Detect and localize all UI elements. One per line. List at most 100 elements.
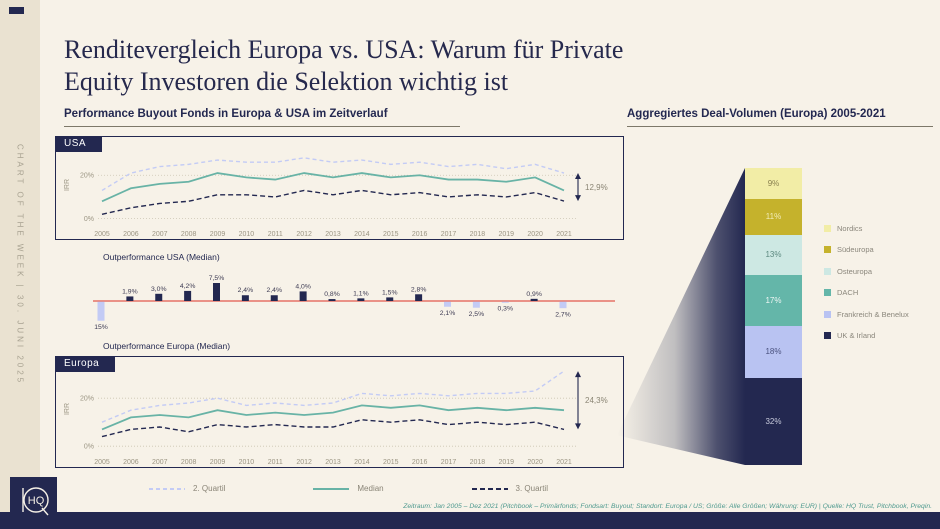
hq-logo-mark: HQ: [22, 487, 49, 516]
chart-text: 4,2%: [180, 283, 196, 290]
chart-text: 2006: [123, 459, 139, 466]
legend-label: UK & Irland: [837, 330, 876, 340]
chart-text: 2014: [354, 459, 370, 466]
deal-volume-stacked-bar: 9% 11% 13% 17% 18% 32%: [745, 168, 802, 466]
chart-text: 15%: [94, 324, 108, 331]
legend-swatch: [824, 267, 831, 275]
chart-text: 3,0%: [151, 286, 167, 293]
chart-text: 2015: [383, 231, 399, 238]
legend-label: Median: [357, 484, 384, 493]
chart-text: 2,4%: [267, 287, 283, 294]
legend-label: Osteuropa: [837, 266, 873, 276]
chart-text: 7,5%: [209, 275, 225, 282]
legend-swatch: [824, 331, 831, 339]
footer-bar: [0, 512, 940, 529]
chart-text: 2016: [412, 231, 428, 238]
legend-item-2-quartil: 2. Quartil: [148, 484, 225, 493]
chart-text: 0%: [84, 216, 94, 223]
hq-trust-logo: HQ: [10, 477, 57, 524]
legend-label: DACH: [837, 288, 859, 298]
chart-text: 4,0%: [295, 283, 311, 290]
series-3-quartil: [101, 189, 565, 215]
left-section-header: Performance Buyout Fonds in Europa & USA…: [64, 108, 460, 127]
usa-panel-tab: USA: [55, 136, 103, 152]
title-line-1: Renditevergleich Europa vs. USA: Warum f…: [64, 35, 624, 64]
chart-text: 2012: [296, 231, 312, 238]
legend-item-frankreich-benelux: Frankreich & Benelux: [824, 310, 916, 319]
legend-swatch: [824, 289, 831, 297]
chart-text: 24,3%: [585, 396, 608, 405]
chart-text: 2012: [296, 459, 312, 466]
chart-text: 2019: [498, 231, 514, 238]
outperformance-chart: Outperformance USA (Median) 15% 1,9% 3,0% 4…: [55, 249, 624, 353]
line-chart-legend: 2. Quartil Median 3. Quartil: [148, 484, 548, 493]
bar-2018: [472, 301, 480, 308]
chart-text: 1,9%: [122, 288, 138, 295]
chart-text: 2015: [383, 459, 399, 466]
chart-text: 2018: [470, 231, 486, 238]
legend-label: 3. Quartil: [515, 484, 548, 493]
chart-text: 12,9%: [585, 183, 608, 192]
bar-2014: [357, 298, 365, 301]
chart-text: 20%: [80, 173, 94, 180]
series-2-quartil: [101, 157, 565, 192]
corner-mark: [9, 7, 24, 14]
chart-text: 1,5%: [382, 289, 398, 296]
chart-text: 2005: [94, 459, 110, 466]
bar-2020: [530, 298, 538, 301]
chart-text: 2011: [268, 459, 283, 466]
bar-2010: [241, 295, 249, 301]
right-section-header: Aggregiertes Deal-Volumen (Europa) 2005-…: [627, 108, 933, 127]
gradient-wedge: [617, 168, 745, 465]
legend-label: Südeuropa: [837, 245, 874, 255]
chart-text: 2008: [181, 231, 197, 238]
series-median: [101, 404, 565, 431]
chart-text: 2011: [268, 231, 283, 238]
bar-2013: [328, 299, 336, 301]
chart-text: IRR: [64, 179, 71, 191]
series-median: [101, 172, 565, 203]
europa-panel-tab: Europa: [55, 356, 116, 372]
bar-2007: [155, 293, 163, 301]
chart-text: 0,9%: [526, 291, 542, 298]
legend-line-sample: [313, 487, 350, 490]
legend-swatch: [824, 310, 831, 318]
stack-segment-dach: 17%: [745, 275, 802, 326]
legend-swatch: [824, 246, 831, 254]
vertical-caption: CHART OF THE WEEK | 30. JUNI 2025: [15, 143, 25, 386]
bar-2016: [415, 294, 423, 301]
title-line-2: Equity Investoren die Selektion wichtig …: [64, 66, 509, 96]
legend-label: 2. Quartil: [193, 484, 226, 493]
series-3-quartil: [101, 419, 565, 438]
legend-item-uk-irland: UK & Irland: [824, 331, 916, 340]
bar-2011: [270, 295, 278, 301]
usa-line-chart: 0% 20% IRR 2005 2006 2007 2008 2009 2010 2011 2012…: [64, 157, 608, 238]
chart-text: 2,4%: [238, 287, 254, 294]
legend-swatch: [824, 225, 831, 232]
series-2-quartil: [101, 370, 565, 423]
chart-text: 2010: [239, 459, 255, 466]
stack-segment-südeuropa: 11%: [745, 198, 802, 235]
chart-text: 2,7%: [555, 311, 571, 318]
stack-segment-nordics: 9%: [745, 168, 802, 199]
chart-text: 0%: [84, 444, 94, 451]
source-footnote: Zeitraum: Jan 2005 – Dez 2021 (Pitchbook…: [403, 503, 932, 510]
deal-volume-legend: Nordics Südeuropa Osteuropa DACH Frankreich …: [824, 224, 916, 340]
bar-2008: [184, 290, 192, 301]
chart-text: 2017: [441, 459, 457, 466]
chart-text: 2009: [210, 459, 226, 466]
legend-item-südeuropa: Südeuropa: [824, 245, 916, 254]
stack-segment-osteuropa: 13%: [745, 234, 802, 276]
outperformance-europa-label: Outperformance Europa (Median): [103, 341, 231, 351]
chart-text: 2,5%: [469, 311, 485, 318]
outperformance-bar-chart: 15% 1,9% 3,0% 4,2% 7,5% 2,4% 2,4% 4,0% 0,8% 1,1% 1…: [93, 275, 615, 331]
chart-text: 2016: [412, 459, 428, 466]
stack-segment-frankreich-benelux: 18%: [745, 325, 802, 379]
bar-2019: [501, 301, 509, 303]
chart-text: 2013: [325, 231, 341, 238]
chart-text: 2,8%: [411, 286, 427, 293]
legend-item-dach: DACH: [824, 288, 916, 297]
logo-text: HQ: [28, 495, 45, 507]
chart-text: 2018: [470, 459, 486, 466]
